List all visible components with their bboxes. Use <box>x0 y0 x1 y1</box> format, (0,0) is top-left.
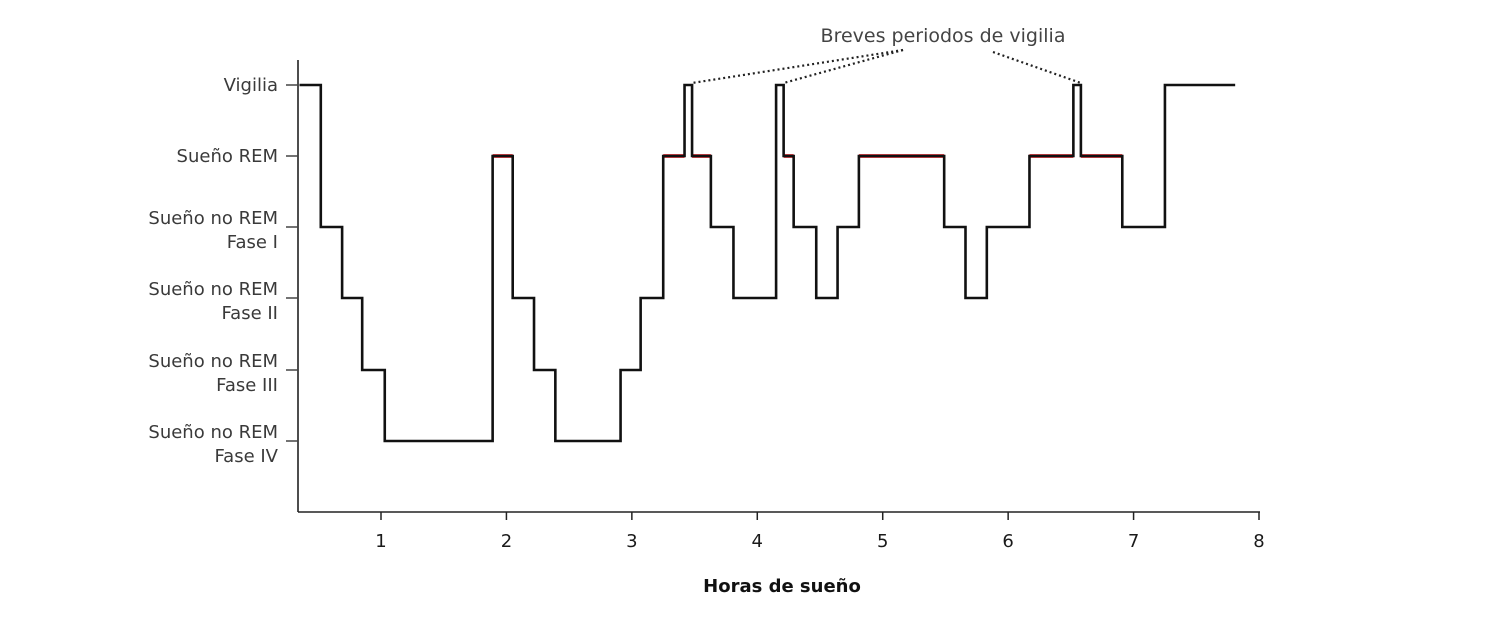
y-tick-label-line: Sueño no REM <box>148 351 278 372</box>
axes <box>297 60 1260 513</box>
x-tick-label-4: 4 <box>752 531 763 552</box>
x-tick-label-3: 3 <box>626 531 637 552</box>
annotation-group: Breves periodos de vigilia <box>691 25 1082 85</box>
y-tick-label-line: Fase I <box>227 232 278 253</box>
hypnogram-line <box>299 83 1236 443</box>
x-tick-label-5: 5 <box>877 531 888 552</box>
annotation-leader <box>992 50 1082 85</box>
x-tick-label-7: 7 <box>1128 531 1139 552</box>
y-tick-label-line: Sueño no REM <box>148 422 278 443</box>
x-tick-label-1: 1 <box>375 531 386 552</box>
annotation-text: Breves periodos de vigilia <box>821 25 1066 47</box>
annotation-leader <box>783 48 904 85</box>
y-tick-label-n2: Sueño no REM Fase II <box>148 279 278 324</box>
hypnogram-trace <box>299 83 1236 443</box>
y-tick-label-line: Sueño no REM <box>148 208 278 229</box>
y-tick-label-n3: Sueño no REM Fase III <box>148 351 278 396</box>
y-tick-label-line: Fase II <box>221 303 278 324</box>
y-tick-label-line: Sueño no REM <box>148 279 278 300</box>
y-tick-label-rem: Sueño REM <box>177 146 278 167</box>
x-tick-label-8: 8 <box>1253 531 1264 552</box>
y-tick-label-wake: Vigilia <box>224 75 278 96</box>
y-tick-label-n1: Sueño no REM Fase I <box>148 208 278 253</box>
x-tick-label-2: 2 <box>501 531 512 552</box>
x-axis-title: Horas de sueño <box>703 576 861 597</box>
annotation-leader <box>691 48 904 85</box>
y-tick-label-line: Fase IV <box>214 446 278 467</box>
y-tick-label-n4: Sueño no REM Fase IV <box>148 422 278 467</box>
x-axis-ticks: 1 2 3 4 5 6 7 8 <box>375 512 1265 552</box>
x-tick-label-6: 6 <box>1002 531 1013 552</box>
y-tick-label-line: Fase III <box>216 375 278 396</box>
